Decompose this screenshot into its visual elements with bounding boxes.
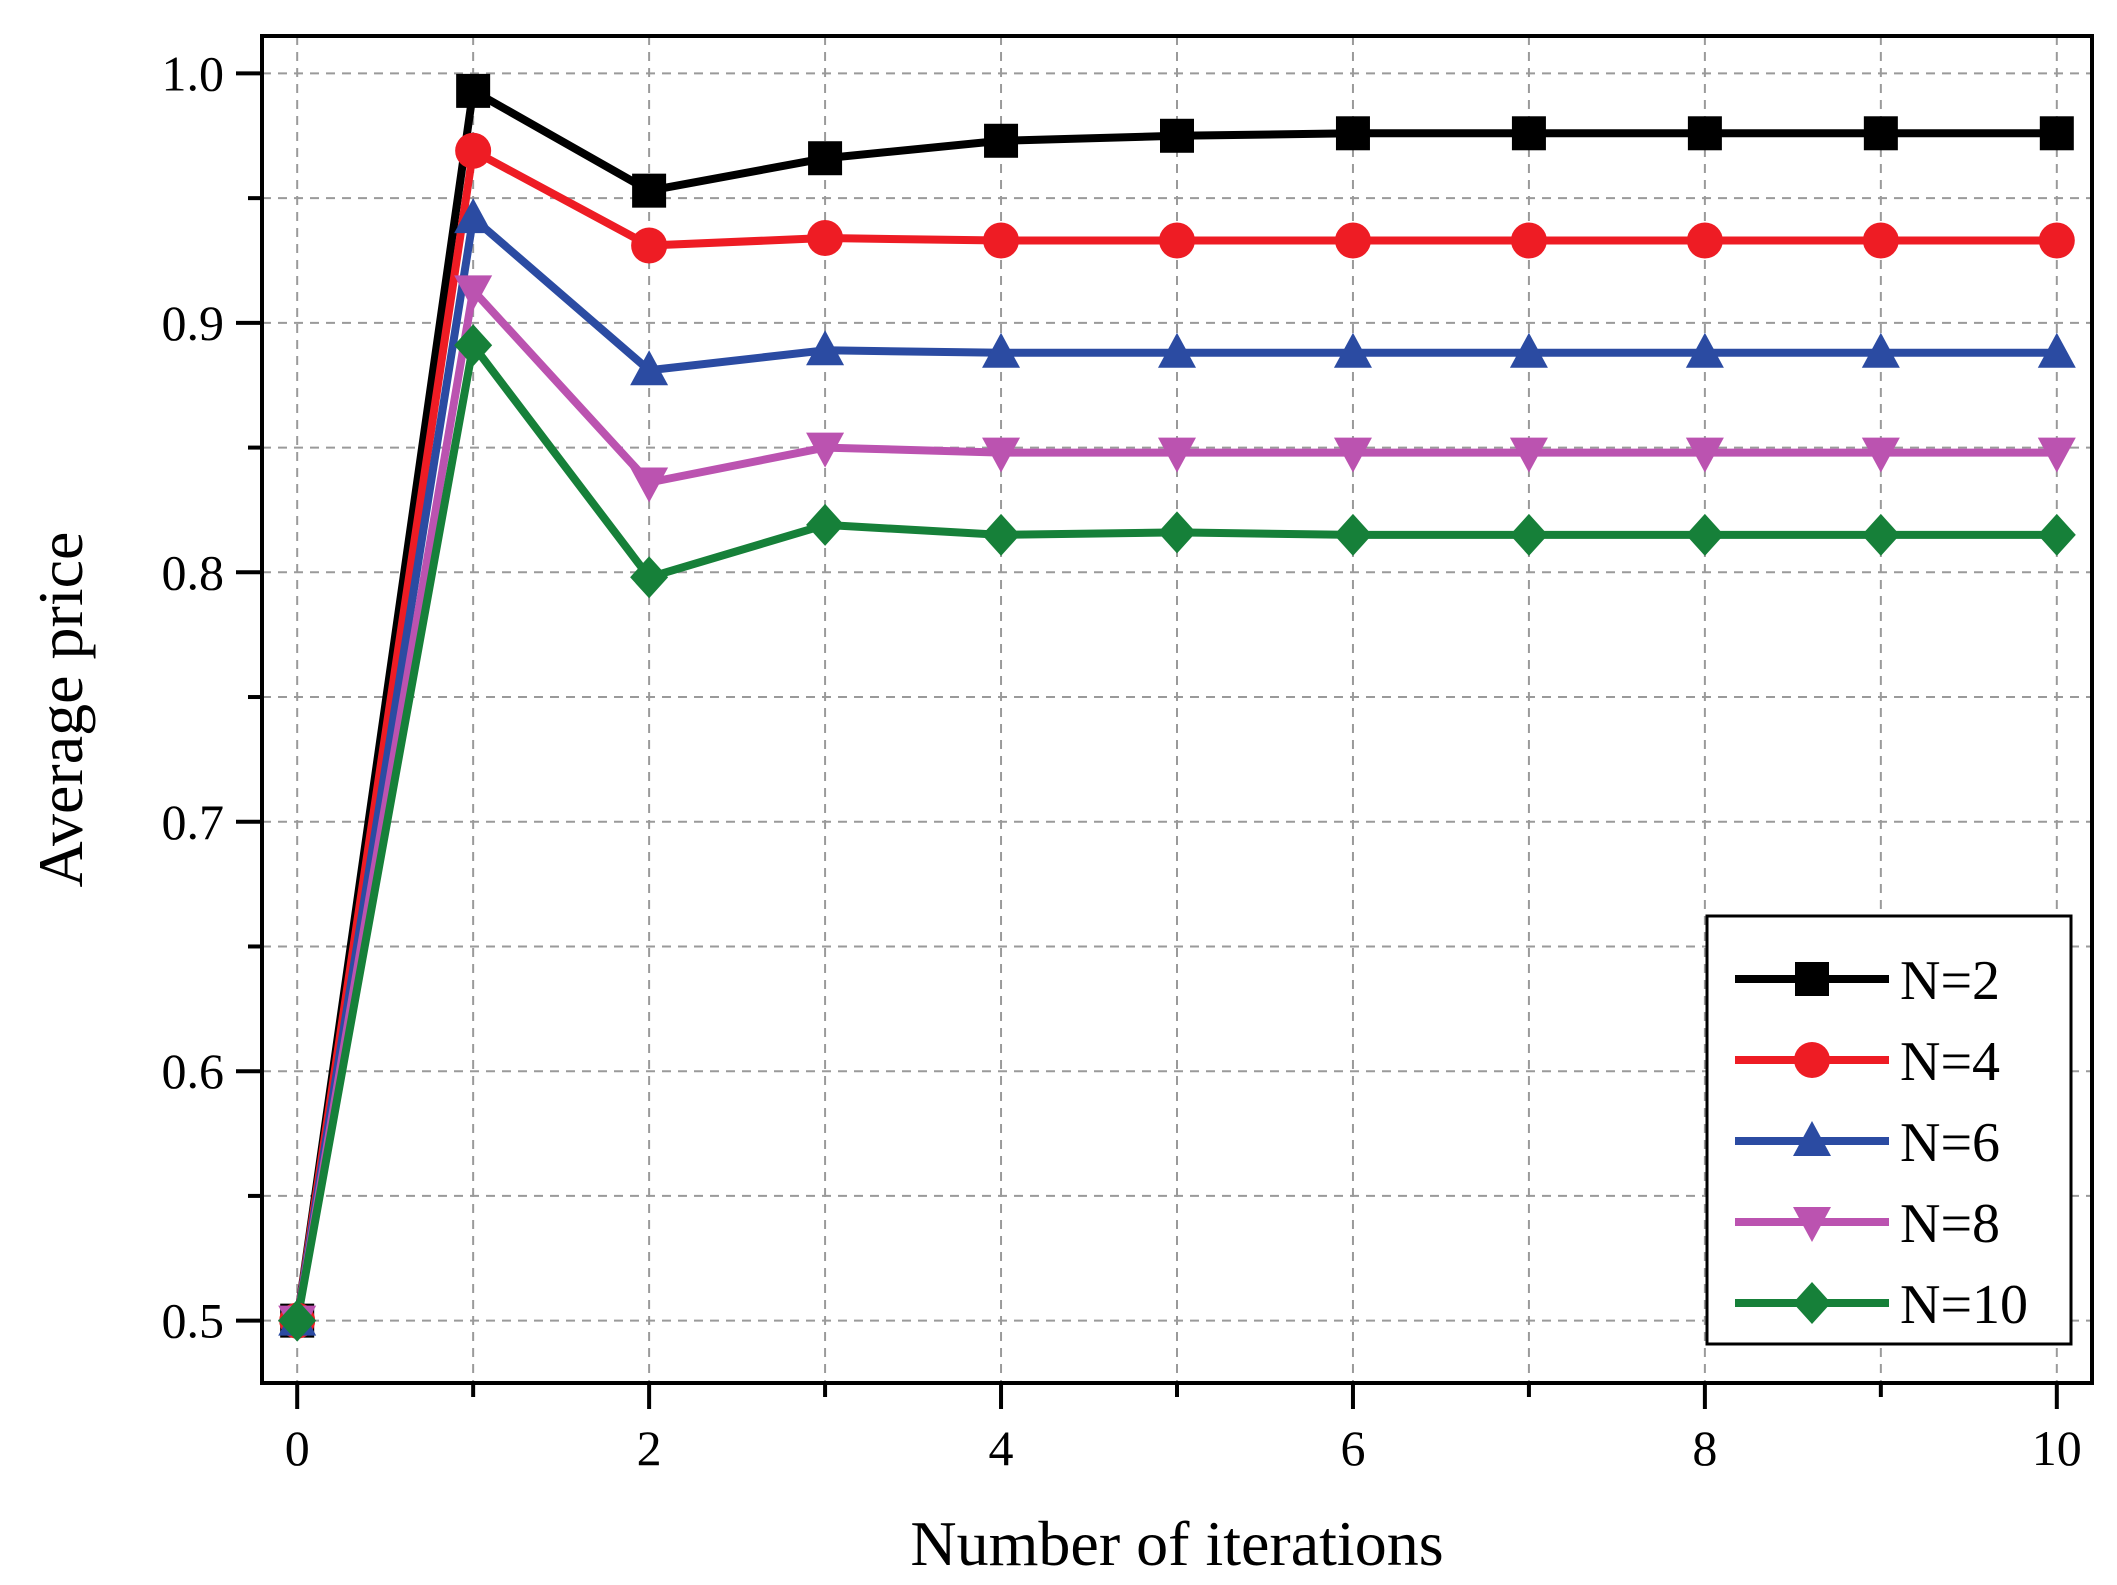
y-tick-label: 0.9: [162, 295, 225, 351]
data-point: [455, 132, 492, 169]
legend-box: [1705, 914, 2073, 1346]
data-point: [1685, 437, 1724, 473]
data-point: [1685, 332, 1724, 368]
legend-marker: [1793, 1121, 1831, 1156]
data-point: [1333, 437, 1372, 473]
data-point: [1511, 116, 1546, 151]
legend-marker: [1795, 962, 1829, 996]
data-point: [630, 350, 669, 386]
data-point: [2037, 513, 2076, 556]
data-point: [1509, 437, 1548, 473]
data-point: [1509, 513, 1548, 556]
legend: N=2 N=4 N=6 N=8 N=10: [1705, 914, 2073, 1346]
data-point: [984, 123, 1019, 158]
data-point: [982, 332, 1021, 368]
data-point: [1685, 513, 1724, 556]
legend-label: N=8: [1900, 1193, 2000, 1255]
x-tick-label: 8: [1692, 1420, 1717, 1476]
x-tick-label: 4: [989, 1420, 1014, 1476]
x-tick-label: 2: [637, 1420, 662, 1476]
data-point: [2037, 437, 2076, 473]
y-tick-label: 0.6: [162, 1043, 225, 1099]
x-tick-label: 0: [285, 1420, 310, 1476]
x-axis-title: Number of iterations: [910, 1508, 1443, 1579]
y-tick-label: 0.8: [162, 544, 225, 600]
data-point: [2038, 222, 2075, 259]
series-markers: [278, 324, 2076, 1342]
data-point: [2037, 332, 2076, 368]
data-point: [456, 73, 491, 108]
data-point: [1510, 222, 1547, 259]
series-layer: [278, 73, 2076, 1342]
data-point: [1159, 222, 1195, 259]
data-point: [1160, 118, 1194, 153]
x-tick-label: 6: [1340, 1420, 1365, 1476]
x-tick-label: 10: [2032, 1420, 2082, 1476]
data-point: [806, 432, 845, 468]
legend-item: N=8: [1735, 1193, 2000, 1255]
data-point: [806, 330, 845, 366]
data-point: [1333, 332, 1372, 368]
data-point: [983, 222, 1020, 259]
data-point: [1863, 116, 1898, 151]
data-point: [630, 556, 669, 599]
data-point: [1686, 222, 1723, 259]
legend-marker: [1793, 1282, 1831, 1324]
data-point: [808, 141, 843, 176]
legend-marker: [1793, 1207, 1831, 1242]
data-point: [632, 173, 667, 208]
y-tick-label: 0.7: [162, 794, 225, 850]
data-point: [1335, 116, 1370, 151]
axis-ticks: 0 2 4 6 8 10 0.5 0.6 0.7 0.8 0.9 1.0: [162, 45, 2082, 1476]
data-point: [1861, 332, 1900, 368]
data-point: [278, 1299, 317, 1342]
data-point: [1334, 222, 1371, 259]
data-point: [454, 324, 493, 367]
legend-label: N=6: [1900, 1112, 2000, 1174]
data-point: [982, 437, 1021, 473]
legend-label: N=2: [1900, 950, 2000, 1012]
y-tick-label: 1.0: [162, 45, 225, 101]
data-point: [1158, 437, 1196, 473]
legend-item: N=4: [1735, 1031, 2000, 1093]
legend-item: N=2: [1735, 950, 2000, 1012]
data-point: [1861, 513, 1900, 556]
data-point: [1158, 332, 1196, 368]
data-point: [1333, 513, 1372, 556]
legend-marker: [1794, 1042, 1830, 1078]
data-point: [1509, 332, 1548, 368]
legend-item: N=10: [1735, 1274, 2028, 1336]
data-point: [982, 513, 1021, 556]
data-point: [807, 220, 844, 257]
data-point: [631, 227, 668, 264]
data-point: [630, 467, 669, 503]
data-point: [1687, 116, 1722, 151]
data-point: [1158, 511, 1196, 554]
y-tick-label: 0.5: [162, 1293, 225, 1349]
data-point: [1862, 222, 1899, 259]
data-point: [454, 198, 493, 234]
data-point: [806, 503, 845, 546]
legend-label: N=4: [1900, 1031, 2000, 1093]
data-point: [2039, 116, 2074, 151]
legend-label: N=10: [1900, 1274, 2028, 1336]
data-point: [1861, 437, 1900, 473]
series-markers: [278, 275, 2076, 1341]
legend-item: N=6: [1735, 1112, 2000, 1174]
y-axis-title: Average price: [25, 532, 96, 888]
data-point: [454, 275, 493, 311]
